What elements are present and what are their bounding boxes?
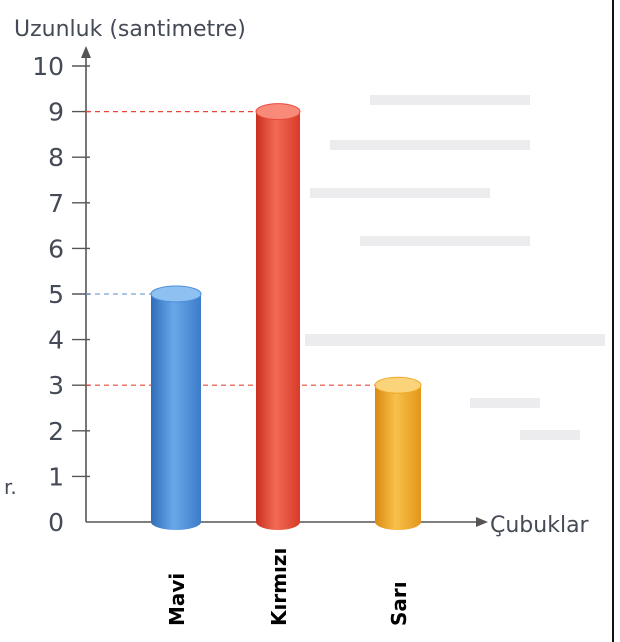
y-axis-label: Uzunluk (santimetre) [14,17,246,42]
page-border [612,0,614,642]
category-label: Sarı [387,581,411,626]
y-tick-label: 6 [48,234,64,263]
background-texture [305,95,605,440]
bar [375,385,421,530]
y-tick-label: 3 [48,371,64,400]
y-tick-label: 8 [48,143,64,172]
category-label: Mavi [165,573,189,626]
bar-cap [150,285,202,303]
y-tick-label: 10 [32,52,64,81]
bar-cap [255,103,301,121]
y-axis-arrow [81,46,91,58]
bar [151,294,201,530]
guide-lines [86,110,375,386]
x-axis-label: Çubuklar [490,513,590,538]
y-tick-label: 0 [48,508,64,537]
y-tick-label: 4 [48,326,64,355]
y-tick-label: 5 [48,280,64,309]
bar-cap [374,376,422,394]
y-tick-label: 2 [48,417,64,446]
y-tick-label: 1 [48,462,64,491]
category-label: Kırmızı [267,548,291,626]
x-axis-arrow [476,517,488,527]
y-tick-label: 7 [48,189,64,218]
stray-mark: r. [4,475,17,499]
bars [150,103,422,530]
bar [256,111,300,530]
labels: 0 1 2 3 4 5 6 7 8 9 10 Mavi Kırmızı Sarı [32,52,411,626]
y-tick-label: 9 [48,98,64,127]
